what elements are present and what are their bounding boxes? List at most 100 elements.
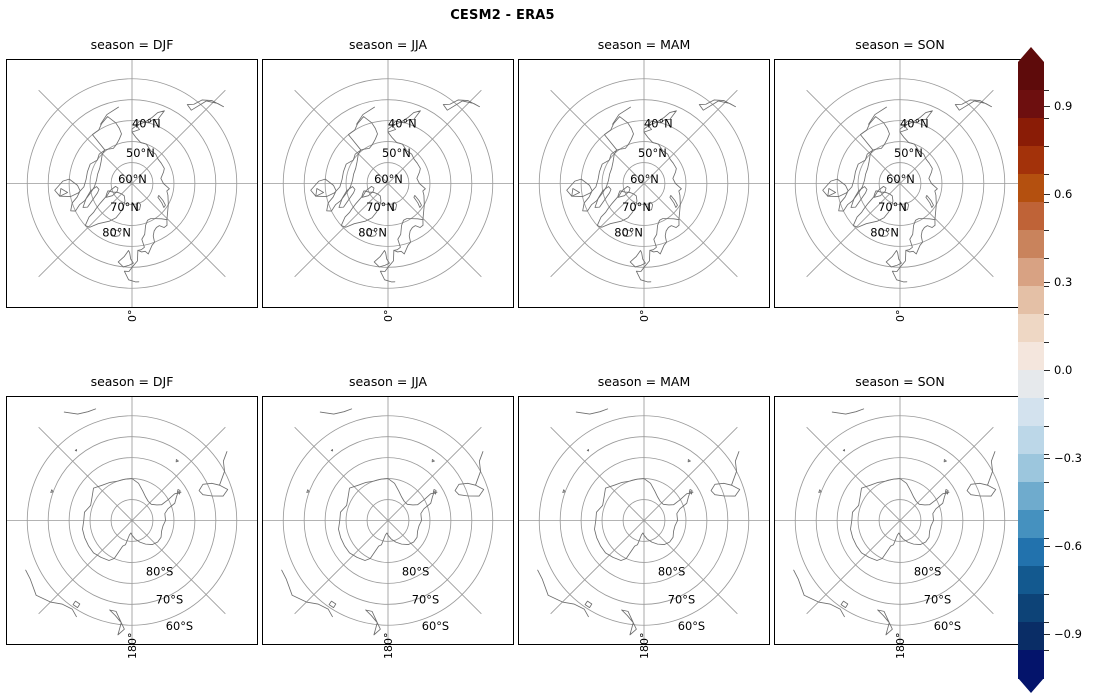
map-graticule-and-coastline: 80°S70°S60°S50°S40°S [7,397,257,644]
svg-text:60°S: 60°S [422,619,449,633]
colorbar-band [1018,426,1044,455]
colorbar-tick [1044,282,1050,283]
svg-text:40°N: 40°N [900,116,929,130]
svg-text:40°N: 40°N [388,116,417,130]
svg-text:40°N: 40°N [132,116,161,130]
panel-title-antarctic-mam: season = MAM [597,374,691,389]
svg-text:40°N: 40°N [644,116,673,130]
svg-text:50°N: 50°N [382,146,411,160]
svg-text:80°S: 80°S [658,565,685,579]
svg-text:70°N: 70°N [366,200,395,214]
panel-title-antarctic-jja: season = JJA [348,374,428,389]
colorbar[interactable] [1018,47,1044,693]
colorbar-minor-tick [1044,398,1049,399]
colorbar-minor-tick [1044,258,1049,259]
colorbar-band [1018,258,1044,287]
colorbar-minor-tick [1044,594,1049,595]
svg-text:60°S: 60°S [934,619,961,633]
colorbar-band [1018,90,1044,119]
svg-text:70°S: 70°S [924,592,951,606]
map-graticule-and-coastline: 40°N 50°N 60°N 70°N 80°N [7,60,257,307]
lon-label-arctic-son: 0° [894,309,907,323]
colorbar-band [1018,594,1044,623]
svg-text:70°N: 70°N [878,200,907,214]
svg-text:80°N: 80°N [870,226,899,240]
colorbar-minor-tick [1044,370,1049,371]
lon-label-arctic-jja: 0° [382,309,395,323]
colorbar-minor-tick [1044,342,1049,343]
colorbar-band [1018,202,1044,231]
svg-text:80°S: 80°S [146,565,173,579]
figure-title: CESM2 - ERA5 [450,8,555,23]
map-graticule-and-coastline: 80°S70°S60°S50°S40°S [775,397,1025,644]
colorbar-band [1018,398,1044,427]
colorbar-tick-label: −0.3 [1054,451,1082,465]
colorbar-tick [1044,634,1050,635]
map-panel-antarctic-jja[interactable]: 80°S70°S60°S50°S40°S [262,396,514,645]
colorbar-band [1018,230,1044,259]
colorbar-band [1018,538,1044,567]
map-panel-arctic-mam[interactable]: 40°N 50°N 60°N 70°N 80°N [518,59,770,308]
colorbar-minor-tick [1044,510,1049,511]
colorbar-minor-tick [1044,538,1049,539]
colorbar-band [1018,454,1044,483]
map-graticule-and-coastline: 40°N 50°N 60°N 70°N 80°N [263,60,513,307]
lon-label-arctic-mam: 0° [638,309,651,323]
map-panel-arctic-jja[interactable]: 40°N 50°N 60°N 70°N 80°N [262,59,514,308]
colorbar-tick [1044,194,1050,195]
svg-text:70°S: 70°S [412,592,439,606]
colorbar-tick-label: −0.9 [1054,627,1082,641]
svg-text:50°N: 50°N [638,146,667,160]
colorbar-band [1018,370,1044,399]
map-panel-arctic-son[interactable]: 40°N 50°N 60°N 70°N 80°N [774,59,1026,308]
colorbar-band [1018,482,1044,511]
colorbar-minor-tick [1044,454,1049,455]
colorbar-tick-label: 0.0 [1054,363,1073,377]
lon-label-antarctic-jja: 180° [382,632,395,660]
svg-text:60°S: 60°S [678,619,705,633]
colorbar-minor-tick [1044,566,1049,567]
colorbar-band [1018,62,1044,91]
colorbar-band [1018,174,1044,203]
svg-text:50°N: 50°N [126,146,155,160]
colorbar-band [1018,342,1044,371]
colorbar-band [1018,622,1044,651]
map-panel-arctic-djf[interactable]: 40°N 50°N 60°N 70°N 80°N [6,59,258,308]
colorbar-band [1018,146,1044,175]
map-graticule-and-coastline: 80°S70°S60°S50°S40°S [263,397,513,644]
colorbar-minor-tick [1044,426,1049,427]
svg-text:80°N: 80°N [614,226,643,240]
colorbar-tick [1044,106,1050,107]
colorbar-minor-tick [1044,90,1049,91]
lon-label-antarctic-djf: 180° [126,632,139,660]
map-panel-antarctic-mam[interactable]: 80°S70°S60°S50°S40°S [518,396,770,645]
svg-text:70°S: 70°S [668,592,695,606]
colorbar-extend-min-arrow [1018,678,1044,693]
colorbar-extend-max-arrow [1018,47,1044,62]
svg-text:50°N: 50°N [894,146,923,160]
lon-label-antarctic-mam: 180° [638,632,651,660]
map-panel-antarctic-djf[interactable]: 80°S70°S60°S50°S40°S [6,396,258,645]
svg-text:60°S: 60°S [166,619,193,633]
colorbar-minor-tick [1044,230,1049,231]
panel-title-arctic-son: season = SON [855,37,945,52]
svg-text:80°S: 80°S [402,565,429,579]
colorbar-minor-tick [1044,118,1049,119]
colorbar-tick-label: 0.3 [1054,275,1073,289]
svg-text:70°S: 70°S [156,592,183,606]
colorbar-minor-tick [1044,622,1049,623]
colorbar-band [1018,650,1044,679]
colorbar-minor-tick [1044,146,1049,147]
colorbar-band [1018,118,1044,147]
panel-title-arctic-jja: season = JJA [348,37,428,52]
svg-text:60°N: 60°N [630,172,659,186]
panel-title-antarctic-son: season = SON [855,374,945,389]
colorbar-minor-tick [1044,202,1049,203]
svg-text:70°N: 70°N [110,200,139,214]
map-graticule-and-coastline: 40°N 50°N 60°N 70°N 80°N [519,60,769,307]
svg-text:80°N: 80°N [102,226,131,240]
colorbar-tick [1044,546,1050,547]
map-panel-antarctic-son[interactable]: 80°S70°S60°S50°S40°S [774,396,1026,645]
svg-text:70°N: 70°N [622,200,651,214]
